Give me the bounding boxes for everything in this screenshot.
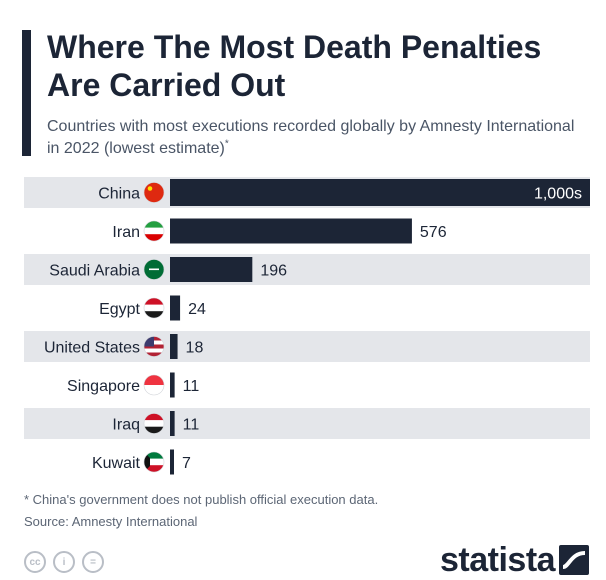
row-band-iraq [24, 408, 590, 439]
category-label-united-states: United States [44, 340, 140, 357]
flag-iraq-icon [144, 413, 164, 434]
subtitle-text: Countries with most executions recorded … [47, 118, 575, 157]
creative-commons-icon: cc [24, 551, 46, 573]
bar-egypt [170, 295, 181, 321]
bar-iran [170, 218, 412, 244]
attribution-icon: i [53, 551, 75, 573]
flag-egypt-icon [144, 298, 164, 318]
row-band-saudi-arabia [24, 254, 590, 285]
title-accent-bar [22, 30, 31, 156]
category-label-egypt: Egypt [99, 301, 140, 318]
subtitle-footnote-marker: * [224, 138, 229, 150]
bar-iraq [170, 411, 175, 436]
value-label-iran: 576 [420, 224, 447, 241]
value-label-united-states: 18 [186, 340, 204, 357]
value-label-iraq: 11 [183, 417, 200, 434]
bar-china [170, 179, 590, 206]
statista-logo: statista [440, 540, 590, 580]
flag-saudi-arabia-icon [144, 259, 164, 280]
category-label-iraq: Iraq [112, 417, 140, 434]
flag-singapore-icon [144, 375, 164, 395]
bar-saudi-arabia [170, 257, 253, 282]
category-label-saudi-arabia: Saudi Arabia [49, 263, 140, 280]
category-label-singapore: Singapore [67, 378, 140, 395]
source-note: Source: Amnesty International [24, 514, 198, 529]
license-icons: cc i = [24, 551, 104, 573]
value-label-china: 1,000s [534, 186, 582, 203]
category-label-china: China [98, 186, 140, 203]
value-label-egypt: 24 [188, 301, 206, 318]
footnote: * China's government does not publish of… [24, 492, 379, 507]
flag-iran-icon [144, 221, 164, 241]
brand-name: statista [440, 541, 556, 579]
value-label-singapore: 11 [183, 378, 200, 395]
value-label-saudi-arabia: 196 [260, 263, 287, 280]
bar-chart: China 1,000s Iran 576 Saudi Arabia 196 Egypt 24… [24, 177, 590, 475]
category-label-kuwait: Kuwait [92, 455, 141, 472]
flag-china-icon [144, 182, 164, 203]
bar-singapore [170, 372, 175, 398]
row-band-united-states [24, 331, 590, 362]
no-derivatives-icon: = [82, 551, 104, 573]
category-label-iran: Iran [112, 224, 140, 241]
flag-united-states-icon [144, 336, 164, 357]
chart-subtitle: Countries with most executions recorded … [47, 116, 587, 160]
bar-united-states [170, 334, 178, 359]
value-label-kuwait: 7 [182, 455, 191, 472]
chart-title: Where The Most Death Penalties Are Carri… [47, 29, 542, 103]
bar-kuwait [170, 449, 174, 475]
statista-mark-icon [559, 545, 590, 575]
